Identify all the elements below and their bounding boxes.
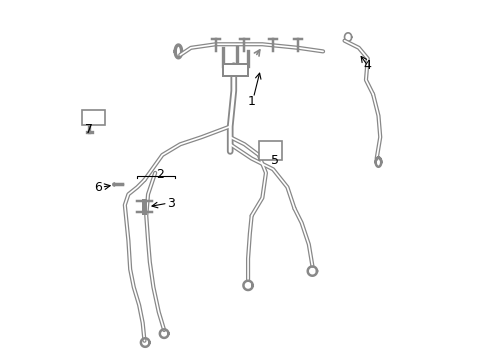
Text: 3: 3 — [167, 197, 175, 210]
Bar — [258, 141, 282, 160]
Text: 7: 7 — [85, 123, 93, 136]
Text: 6: 6 — [94, 181, 102, 194]
Bar — [223, 64, 247, 76]
Text: 5: 5 — [270, 154, 278, 167]
Text: 2: 2 — [156, 168, 164, 181]
Text: 4: 4 — [363, 59, 371, 72]
Bar — [82, 111, 105, 125]
Text: 1: 1 — [247, 95, 255, 108]
